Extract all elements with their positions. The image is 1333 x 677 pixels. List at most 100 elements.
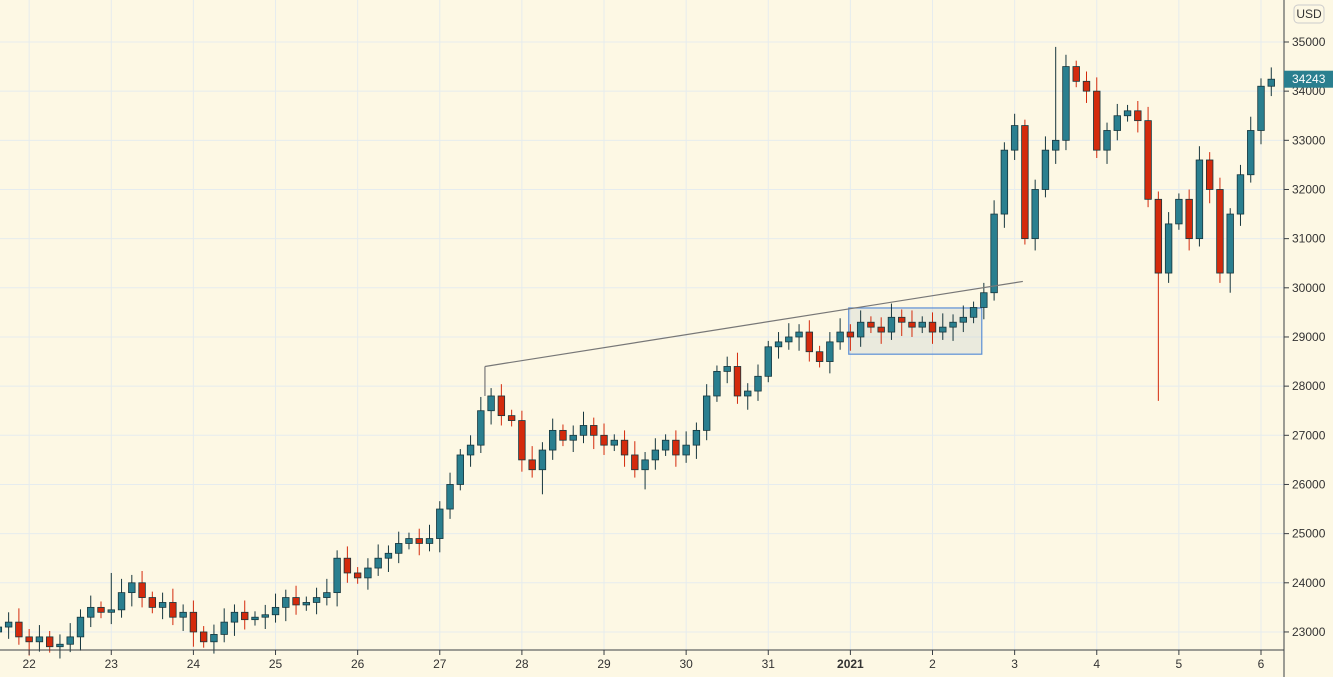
trendline-layer[interactable] bbox=[484, 280, 1023, 396]
candle-up bbox=[1175, 193, 1183, 230]
candle-body bbox=[66, 636, 74, 645]
candle-up bbox=[56, 634, 64, 659]
candle-down bbox=[97, 601, 105, 619]
candle-down bbox=[189, 600, 198, 647]
candle-body bbox=[559, 429, 567, 441]
drawings[interactable] bbox=[848, 307, 983, 355]
candle-body bbox=[1103, 130, 1111, 151]
candle-down bbox=[353, 567, 362, 584]
candle-body bbox=[918, 321, 926, 328]
y-tick-label: 31000 bbox=[1292, 232, 1326, 246]
candle-body bbox=[579, 425, 588, 436]
candle-up bbox=[661, 434, 670, 456]
candle-up bbox=[436, 501, 444, 553]
candle-down bbox=[292, 585, 300, 615]
candle-body bbox=[76, 616, 85, 638]
y-tick-label: 23000 bbox=[1292, 625, 1326, 639]
candle-down bbox=[497, 384, 506, 426]
candle-up bbox=[774, 332, 783, 359]
candle-up bbox=[374, 544, 382, 576]
candle-body bbox=[251, 616, 259, 621]
candle-up bbox=[836, 318, 844, 350]
candle-up bbox=[158, 592, 167, 620]
candle-up bbox=[1123, 104, 1132, 122]
candle-body bbox=[87, 606, 95, 618]
candle-body bbox=[1123, 110, 1132, 117]
candle-body bbox=[497, 395, 506, 417]
candle-up bbox=[579, 411, 588, 444]
candle-body bbox=[815, 351, 824, 362]
candle-down bbox=[415, 528, 423, 556]
candle-body bbox=[0, 626, 3, 633]
y-tick-label: 30000 bbox=[1292, 281, 1326, 295]
y-tick-label: 35000 bbox=[1292, 35, 1326, 49]
y-tick-label: 28000 bbox=[1292, 379, 1326, 393]
candle-body bbox=[959, 316, 967, 323]
candle-up bbox=[323, 578, 331, 606]
candle-up bbox=[1062, 54, 1070, 151]
y-tick-label: 24000 bbox=[1292, 576, 1326, 590]
candle-down bbox=[733, 352, 742, 404]
candle-up bbox=[1164, 212, 1173, 283]
candle-up bbox=[179, 604, 187, 631]
candle-body bbox=[1247, 130, 1255, 176]
candle-body bbox=[1041, 149, 1050, 190]
currency-badge[interactable]: USD bbox=[1293, 4, 1325, 24]
trendline-drawing[interactable] bbox=[484, 280, 1023, 368]
candle-down bbox=[1134, 100, 1142, 133]
x-tick-label: 27 bbox=[433, 657, 447, 671]
candle-down bbox=[199, 626, 208, 648]
candle-up bbox=[610, 434, 618, 452]
candle-body bbox=[107, 609, 115, 613]
candle-down bbox=[620, 430, 629, 467]
candle-body bbox=[271, 606, 280, 616]
candle-down bbox=[672, 430, 680, 467]
candle-up bbox=[1236, 164, 1245, 226]
candle-body bbox=[374, 557, 382, 569]
candle-up bbox=[1113, 103, 1121, 141]
candle-down bbox=[15, 608, 23, 645]
range-box-drawing[interactable] bbox=[848, 307, 983, 355]
y-tick-label: 32000 bbox=[1292, 182, 1326, 196]
candle-body bbox=[620, 439, 629, 456]
candle-down bbox=[1185, 189, 1193, 251]
candle-down bbox=[148, 591, 157, 614]
candle-body bbox=[364, 567, 372, 579]
candle-down bbox=[507, 409, 516, 427]
candle-body bbox=[702, 395, 711, 431]
candle-up bbox=[384, 545, 393, 572]
candle-up bbox=[702, 384, 711, 441]
x-tick-label: 31 bbox=[762, 657, 776, 671]
candle-up bbox=[210, 624, 218, 654]
candle-body bbox=[210, 634, 218, 643]
candle-body bbox=[785, 336, 793, 343]
candle-body bbox=[1226, 213, 1234, 274]
candle-up bbox=[1031, 179, 1039, 251]
candle-down bbox=[815, 345, 824, 368]
candle-up bbox=[364, 558, 372, 590]
candle-up bbox=[1247, 116, 1255, 183]
candle-body bbox=[651, 449, 660, 461]
candle-up bbox=[918, 316, 926, 334]
candle-body bbox=[1052, 139, 1060, 151]
candle-up bbox=[117, 578, 126, 618]
candle-body bbox=[261, 614, 269, 618]
candle-body bbox=[1175, 198, 1183, 225]
candle-body bbox=[436, 508, 444, 539]
x-tick-label: 28 bbox=[515, 657, 529, 671]
candle-body bbox=[969, 307, 978, 318]
x-tick-label: 29 bbox=[597, 657, 611, 671]
candle-body bbox=[518, 420, 526, 461]
last-price-marker: 34243 bbox=[1284, 70, 1333, 88]
candle-body bbox=[158, 602, 167, 608]
y-tick-label: 26000 bbox=[1292, 477, 1326, 491]
candle-body bbox=[456, 454, 464, 485]
candle-body bbox=[189, 611, 198, 633]
x-tick-label: 5 bbox=[1176, 657, 1183, 671]
time-axis[interactable]: 22 23 24 25 26 27 28 29 30 31 2021 2 3 4 5 6 bbox=[22, 650, 1265, 671]
candle-body bbox=[97, 606, 105, 613]
candle-body bbox=[661, 439, 670, 451]
candle-body bbox=[1000, 149, 1009, 215]
candle-body bbox=[1113, 115, 1121, 131]
